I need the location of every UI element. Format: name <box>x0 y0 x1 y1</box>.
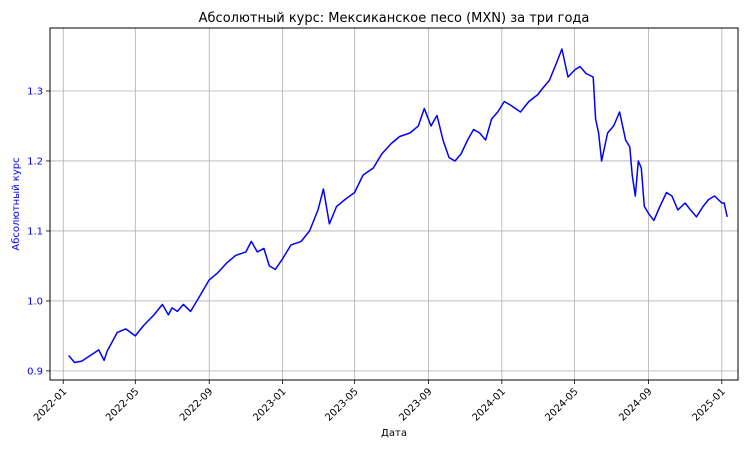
y-tick-label: 0.9 <box>27 366 43 377</box>
x-tick-label: 2022-01 <box>32 386 69 423</box>
y-tick-label: 1.1 <box>27 226 43 237</box>
y-axis-label: Абсолютный курс <box>11 157 22 250</box>
series-line-group <box>68 48 728 364</box>
x-tick-label: 2023-01 <box>251 386 288 423</box>
x-tick-label: 2025-01 <box>691 386 728 423</box>
x-tick-label: 2023-09 <box>397 386 434 423</box>
x-axis: 2022-01 2022-05 2022-09 2023-01 2023-05 2023-… <box>32 380 728 424</box>
plot-frame <box>49 27 739 381</box>
x-tick-label: 2022-05 <box>104 386 141 423</box>
grid <box>50 28 738 380</box>
y-tick-label: 1.3 <box>27 86 43 97</box>
y-tick-label: 1.0 <box>27 296 43 307</box>
series-line <box>68 48 728 364</box>
x-axis-label: Дата <box>381 428 407 439</box>
x-tick-label: 2023-05 <box>323 386 360 423</box>
x-tick-label: 2024-05 <box>543 386 580 423</box>
x-tick-label: 2022-09 <box>178 386 215 423</box>
y-tick-label: 1.2 <box>27 156 43 167</box>
chart-title: Абсолютный курс: Мексиканское песо (MXN)… <box>199 11 590 26</box>
x-tick-label: 2024-09 <box>617 386 654 423</box>
y-axis: 0.9 1.0 1.1 1.2 1.3 <box>27 86 50 377</box>
x-tick-label: 2024-01 <box>471 386 508 423</box>
